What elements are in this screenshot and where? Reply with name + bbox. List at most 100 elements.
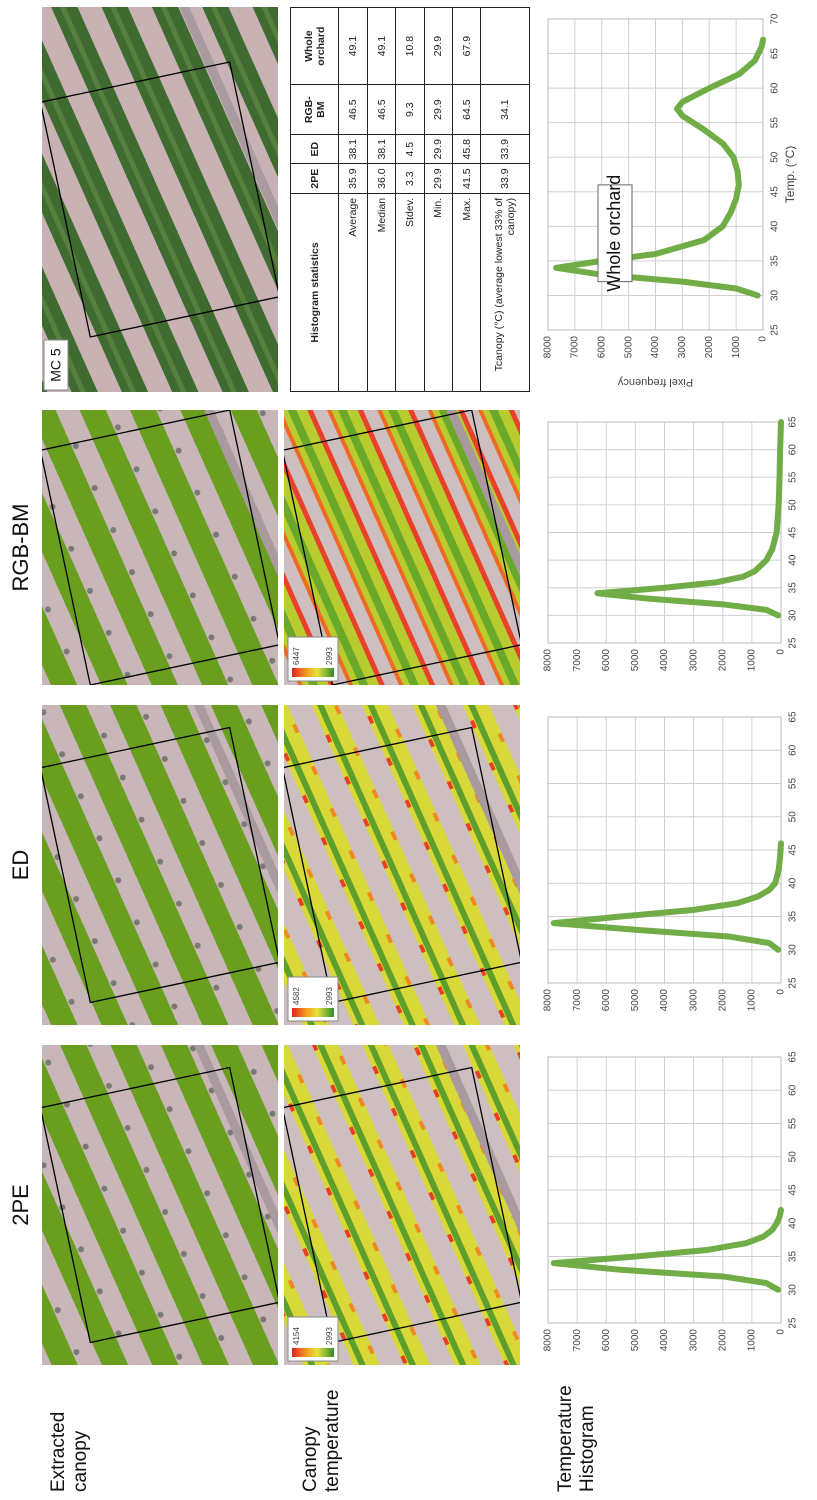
- row-label: Extracted canopy: [48, 1382, 92, 1492]
- colorbar-min: 2993: [325, 987, 334, 1005]
- x-tick-label: 65: [788, 1051, 799, 1063]
- aerial-bg: [42, 1045, 278, 1365]
- y-tick-label: 5000: [630, 1329, 641, 1352]
- y-tick-label: 1000: [747, 1329, 758, 1352]
- y-tick-label: 4000: [659, 1329, 670, 1352]
- y-tick-label: 7000: [572, 649, 583, 672]
- x-tick-label: 60: [788, 744, 799, 756]
- row-label-cell: Median: [367, 193, 395, 391]
- x-tick-label: 55: [788, 471, 799, 483]
- y-tick-label: 4000: [659, 649, 670, 672]
- x-tick-label: 60: [788, 444, 799, 456]
- y-tick-label: 5000: [630, 649, 641, 672]
- value-cell: 46.5: [339, 85, 367, 135]
- row-label-cell: Average: [339, 193, 367, 391]
- x-tick-label: 25: [770, 324, 781, 336]
- x-tick-label: 25: [788, 1317, 799, 1329]
- aerial-bg: [42, 7, 278, 392]
- x-tick-label: 55: [788, 778, 799, 790]
- value-cell: 9.3: [396, 85, 424, 135]
- value-cell: 67.9: [453, 8, 481, 85]
- x-tick-label: 50: [770, 151, 781, 163]
- y-tick-label: 3000: [688, 1329, 699, 1352]
- table-row: Tcanopy (°C) (average lowest 33% of cano…: [481, 8, 530, 392]
- page: {"columns":["2PE","ED","RGB-BM"], "rows"…: [0, 0, 817, 1500]
- x-tick-label: 25: [788, 637, 799, 649]
- x-tick-label: 35: [788, 1251, 799, 1263]
- value-cell: 4.5: [396, 134, 424, 163]
- row-label: Canopy temperature: [300, 1382, 344, 1492]
- x-tick-label: 45: [788, 1184, 799, 1196]
- row-label: Temperature Histogram: [555, 1382, 599, 1492]
- y-tick-label: 3000: [688, 989, 699, 1012]
- histogram-curve: [556, 40, 763, 296]
- x-tick-label: 50: [788, 811, 799, 823]
- y-tick-label: 2000: [717, 989, 728, 1012]
- x-tick-label: 40: [770, 220, 781, 232]
- aerial-image: [282, 998, 571, 1365]
- row-label-cell: Stdev.: [396, 193, 424, 391]
- y-tick-label: 0: [776, 649, 787, 655]
- x-tick-label: 65: [788, 416, 799, 428]
- colorbar: [292, 1348, 334, 1357]
- x-tick-label: 55: [770, 117, 781, 129]
- value-cell: 29.9: [424, 85, 452, 135]
- aerial-image: [40, 361, 320, 685]
- value-cell: 33.9: [481, 164, 530, 193]
- y-tick-label: 8000: [543, 1329, 554, 1352]
- value-cell: 41.5: [453, 164, 481, 193]
- value-cell: 29.9: [424, 134, 452, 163]
- value-cell: 3.3: [396, 164, 424, 193]
- x-tick-label: 30: [788, 944, 799, 956]
- x-tick-label: 70: [770, 13, 781, 25]
- row-label-cell: Max.: [453, 193, 481, 391]
- x-tick-label: 30: [770, 289, 781, 301]
- y-tick-label: 5000: [623, 336, 634, 359]
- value-cell: 34.1: [481, 85, 530, 135]
- y-tick-label: 6000: [601, 1329, 612, 1352]
- histogram-curve: [598, 422, 781, 615]
- histogram-curve: [554, 843, 781, 949]
- x-tick-label: 45: [770, 186, 781, 198]
- colorbar: [292, 668, 334, 677]
- y-tick-label: 7000: [572, 989, 583, 1012]
- y-tick-label: 2000: [704, 336, 715, 359]
- colorbar-min: 2993: [325, 647, 334, 665]
- x-tick-label: 45: [788, 844, 799, 856]
- column-header: RGB-BM: [8, 410, 34, 685]
- table-row: Stdev.3.34.59.310.8: [396, 8, 424, 392]
- value-cell: 38.1: [339, 134, 367, 163]
- x-tick-label: 50: [788, 1151, 799, 1163]
- x-tick-label: 60: [788, 1084, 799, 1096]
- x-tick-label: 30: [788, 609, 799, 621]
- colorbar-max: 4154: [292, 1327, 301, 1345]
- mc-label: MC 5: [48, 348, 64, 382]
- value-cell: 35.9: [339, 164, 367, 193]
- x-tick-label: 30: [788, 1284, 799, 1296]
- x-tick-label: 40: [788, 877, 799, 889]
- colorbar: [292, 1008, 334, 1017]
- column-header: ED: [8, 705, 34, 1025]
- x-tick-label: 60: [770, 82, 781, 94]
- x-tick-label: 35: [788, 582, 799, 594]
- header-cell: Whole orchard: [291, 8, 339, 85]
- x-tick-label: 35: [788, 911, 799, 923]
- histogram-curve: [554, 1210, 781, 1290]
- value-cell: 45.8: [453, 134, 481, 163]
- aerial-image: [282, 361, 562, 685]
- x-tick-label: 40: [788, 1217, 799, 1229]
- y-tick-label: 1000: [747, 989, 758, 1012]
- statistics-table: Histogram statistics2PEEDRGB-BMWhole orc…: [290, 7, 530, 392]
- y-tick-label: 3000: [677, 336, 688, 359]
- x-tick-label: 45: [788, 527, 799, 539]
- table-row: Max.41.545.864.567.9: [453, 8, 481, 392]
- y-tick-label: 4000: [659, 989, 670, 1012]
- x-tick-label: 50: [788, 499, 799, 511]
- empty-cell: [481, 8, 530, 85]
- annotation: Whole orchard: [604, 175, 624, 292]
- value-cell: 49.1: [367, 8, 395, 85]
- y-tick-label: 7000: [570, 336, 581, 359]
- aerial-bg: [42, 705, 278, 1025]
